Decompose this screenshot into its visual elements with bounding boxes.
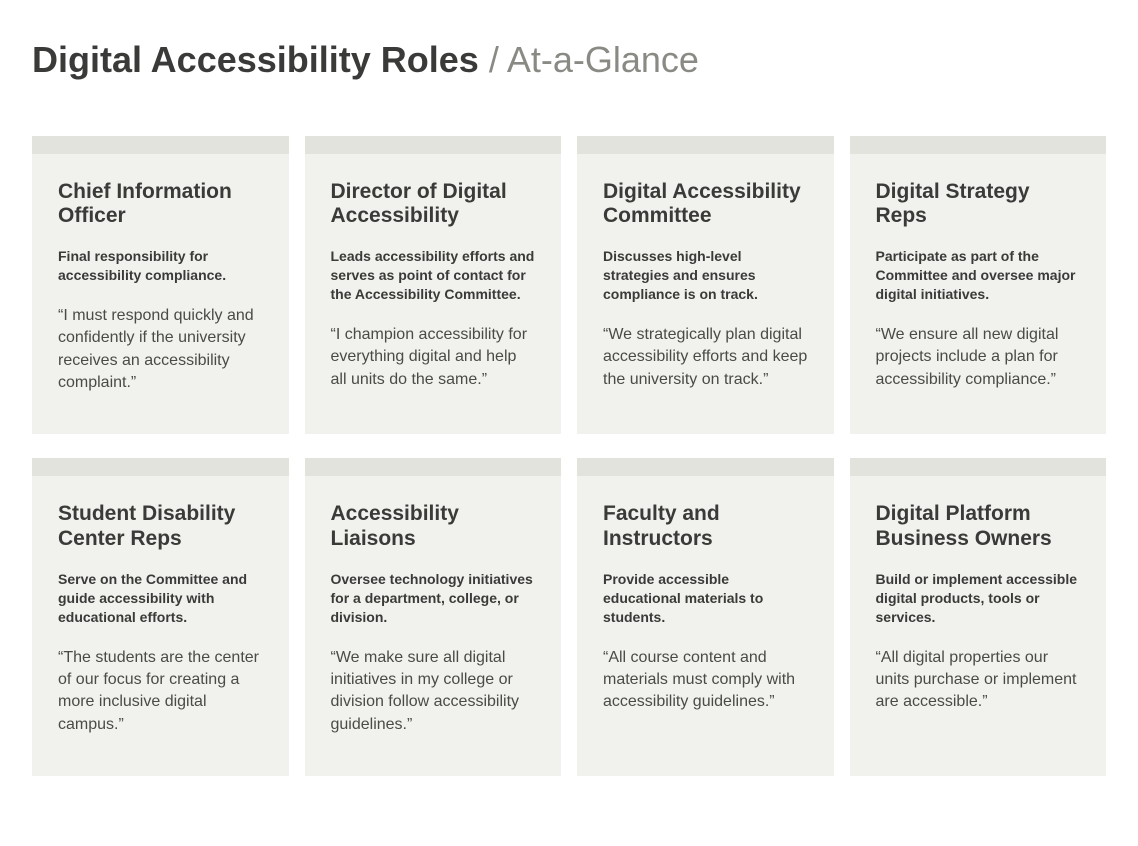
role-title: Director of Digital Accessibility (331, 180, 536, 230)
role-quote: “All course content and materials must c… (603, 647, 808, 714)
card-topbar (850, 136, 1107, 154)
role-title: Faculty and Instructors (603, 502, 808, 552)
role-description: Discusses high-level strategies and ensu… (603, 247, 808, 304)
role-quote: “I must respond quickly and confidently … (58, 305, 263, 395)
role-quote: “All digital properties our units purcha… (876, 647, 1081, 714)
page-title-light: At-a-Glance (507, 39, 699, 80)
card-body: Digital Strategy Reps Participate as par… (850, 154, 1107, 431)
role-card: Accessibility Liaisons Oversee technolog… (305, 458, 562, 776)
card-topbar (577, 136, 834, 154)
card-body: Faculty and Instructors Provide accessib… (577, 476, 834, 753)
role-title: Accessibility Liaisons (331, 502, 536, 552)
role-card: Digital Platform Business Owners Build o… (850, 458, 1107, 776)
card-topbar (850, 458, 1107, 476)
role-quote: “We strategically plan digital accessibi… (603, 324, 808, 391)
role-card: Digital Strategy Reps Participate as par… (850, 136, 1107, 435)
role-description: Provide accessible educational materials… (603, 570, 808, 627)
role-title: Digital Platform Business Owners (876, 502, 1081, 552)
card-body: Accessibility Liaisons Oversee technolog… (305, 476, 562, 776)
role-description: Serve on the Committee and guide accessi… (58, 570, 263, 627)
role-title: Digital Accessibility Committee (603, 180, 808, 230)
card-body: Student Disability Center Reps Serve on … (32, 476, 289, 776)
cards-grid: Chief Information Officer Final responsi… (32, 136, 1106, 777)
card-body: Director of Digital Accessibility Leads … (305, 154, 562, 431)
page-title: Digital Accessibility Roles / At-a-Glanc… (32, 40, 1106, 80)
card-topbar (32, 458, 289, 476)
page-title-sep: / (479, 39, 507, 80)
role-card: Student Disability Center Reps Serve on … (32, 458, 289, 776)
role-quote: “We ensure all new digital projects incl… (876, 324, 1081, 391)
card-topbar (305, 136, 562, 154)
role-card: Chief Information Officer Final responsi… (32, 136, 289, 435)
role-description: Leads accessibility efforts and serves a… (331, 247, 536, 304)
card-topbar (305, 458, 562, 476)
page-title-bold: Digital Accessibility Roles (32, 39, 479, 80)
role-title: Digital Strategy Reps (876, 180, 1081, 230)
card-topbar (577, 458, 834, 476)
role-title: Chief Information Officer (58, 180, 263, 230)
role-description: Build or implement accessible digital pr… (876, 570, 1081, 627)
role-card: Digital Accessibility Committee Discusse… (577, 136, 834, 435)
role-quote: “We make sure all digital initiatives in… (331, 647, 536, 737)
role-description: Oversee technology initiatives for a dep… (331, 570, 536, 627)
card-body: Chief Information Officer Final responsi… (32, 154, 289, 435)
role-title: Student Disability Center Reps (58, 502, 263, 552)
role-quote: “The students are the center of our focu… (58, 647, 263, 737)
role-description: Participate as part of the Committee and… (876, 247, 1081, 304)
card-body: Digital Platform Business Owners Build o… (850, 476, 1107, 753)
role-description: Final responsibility for accessibility c… (58, 247, 263, 285)
role-card: Director of Digital Accessibility Leads … (305, 136, 562, 435)
role-quote: “I champion accessibility for everything… (331, 324, 536, 391)
role-card: Faculty and Instructors Provide accessib… (577, 458, 834, 776)
card-body: Digital Accessibility Committee Discusse… (577, 154, 834, 431)
card-topbar (32, 136, 289, 154)
